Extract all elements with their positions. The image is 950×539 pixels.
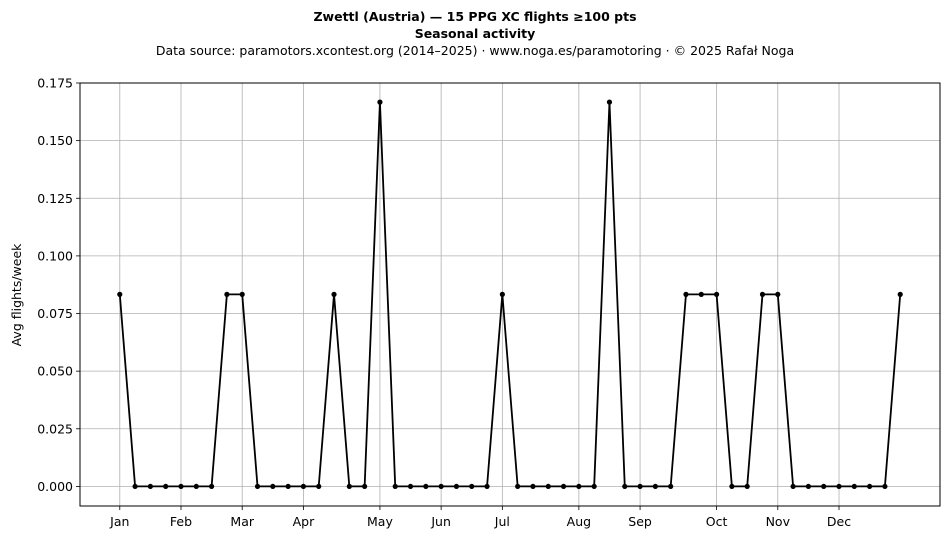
data-point [285, 483, 291, 490]
data-point [392, 483, 398, 490]
data-point [622, 483, 628, 490]
data-point [851, 483, 857, 490]
grid-lines [80, 82, 940, 506]
data-point [331, 291, 337, 297]
data-point [117, 291, 123, 297]
data-point [560, 483, 567, 490]
data-point [300, 483, 307, 490]
y-axis-label: Avg flights/week [9, 243, 24, 347]
data-point [377, 99, 383, 105]
data-point [821, 483, 827, 490]
chart-subtitle: Seasonal activity [414, 26, 536, 41]
data-point [759, 291, 766, 297]
data-point [545, 483, 551, 490]
data-point [744, 483, 750, 490]
data-point [270, 483, 276, 490]
x-tick-label: Nov [766, 514, 791, 529]
data-point [683, 291, 689, 297]
x-tick-label: Jun [430, 514, 451, 529]
data-point [178, 483, 184, 490]
data-point [316, 483, 322, 490]
y-tick-label: 0.075 [37, 306, 73, 321]
data-point [729, 483, 735, 490]
series-line [118, 101, 902, 488]
data-point [790, 483, 796, 490]
data-point [836, 483, 842, 490]
data-point [805, 483, 811, 490]
data-point [668, 483, 674, 490]
y-tick-label: 0.025 [37, 421, 73, 436]
chart-source-note: Data source: paramotors.xcontest.org (20… [155, 43, 795, 58]
data-point [163, 483, 169, 490]
x-axis-ticks: Jan Feb Mar Apr May Jun Jul Aug Sep Oct Nov Dec [109, 506, 851, 529]
data-point [637, 483, 643, 490]
data-point [132, 483, 138, 490]
y-tick-label: 0.050 [37, 364, 73, 379]
y-tick-label: 0.125 [37, 191, 73, 206]
data-point [713, 291, 720, 297]
data-point [775, 291, 781, 297]
y-tick-label: 0.100 [37, 248, 73, 263]
y-axis-ticks: 0.000 0.025 0.050 0.075 0.100 0.125 0.150 0.175 [37, 76, 80, 494]
data-point [209, 483, 215, 490]
x-tick-label: Sep [628, 514, 652, 529]
series-layer [117, 99, 903, 490]
data-point [147, 483, 153, 490]
data-point [453, 483, 460, 490]
data-point [193, 483, 199, 490]
plot-frame [79, 82, 941, 507]
data-point [606, 99, 613, 105]
data-point [469, 483, 475, 490]
data-point [239, 291, 245, 297]
y-tick-label: 0.150 [37, 133, 73, 148]
data-point [698, 291, 704, 297]
data-point [438, 483, 444, 490]
data-point [867, 483, 873, 490]
data-point [576, 483, 582, 490]
data-point [362, 483, 368, 490]
data-point [499, 291, 505, 297]
data-point [882, 483, 888, 490]
x-tick-label: Apr [293, 514, 315, 529]
data-point [897, 291, 903, 297]
data-point [254, 483, 261, 490]
x-tick-label: May [367, 514, 393, 529]
y-tick-label: 0.175 [37, 76, 73, 91]
data-point [346, 483, 352, 490]
x-tick-label: Mar [230, 514, 254, 529]
x-tick-label: Dec [827, 514, 851, 529]
x-tick-label: Aug [567, 514, 591, 529]
y-tick-label: 0.000 [37, 479, 73, 494]
data-point [423, 483, 429, 490]
x-tick-label: Oct [706, 514, 728, 529]
data-point [652, 483, 658, 490]
x-tick-label: Feb [170, 514, 192, 529]
data-point [484, 483, 490, 490]
data-point [515, 483, 521, 490]
data-point [224, 291, 230, 297]
x-tick-label: Jul [494, 514, 510, 529]
data-point [530, 483, 536, 490]
x-tick-label: Jan [109, 514, 129, 529]
chart-title: Zwettl (Austria) — 15 PPG XC flights ≥10… [313, 9, 637, 24]
data-point [591, 483, 597, 490]
data-point [407, 483, 414, 490]
